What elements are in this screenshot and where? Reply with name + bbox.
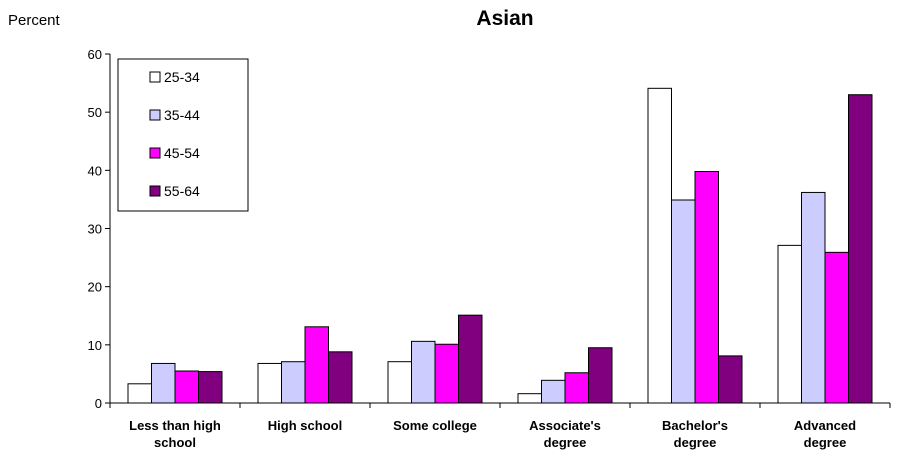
y-tick-label: 10 [88,338,102,353]
x-category-label: Some college [393,418,477,433]
bar-25-34 [387,361,412,404]
bar-55-64 [328,351,353,404]
bar-55-64 [198,371,223,404]
x-category-label: Advanced degree [794,418,856,450]
x-category-label: Bachelor's degree [662,418,728,450]
bar-35-44 [281,361,306,404]
y-tick-label: 20 [88,280,102,295]
bar-25-34 [517,393,542,404]
bars-group [127,87,873,404]
y-tick-label: 60 [88,47,102,62]
bar-35-44 [541,379,566,404]
legend-swatch [149,185,161,197]
x-ticks-group: Less than high school High school Some coll… [109,403,891,450]
bar-55-64 [588,347,613,404]
x-category-label: Associate's degree [529,418,601,450]
legend-label: 35-44 [164,107,200,123]
bar-55-64 [848,94,873,404]
bar-45-54 [824,251,849,404]
bar-35-44 [151,362,176,404]
bar-55-64 [458,314,483,404]
legend-label: 45-54 [164,145,200,161]
y-tick-label: 40 [88,163,102,178]
bar-35-44 [671,199,696,404]
bar-25-34 [127,383,152,404]
bar-25-34 [257,362,282,404]
y-ticks-group: 0 10 20 30 40 50 60 [88,47,110,411]
legend-box [117,58,249,212]
x-category-label: High school [268,418,342,433]
y-tick-label: 50 [88,105,102,120]
legend-swatch [149,109,161,121]
legend-swatch [149,147,161,159]
legend-label: 55-64 [164,183,200,199]
bar-25-34 [647,87,672,404]
bar-45-54 [694,170,719,404]
y-axis-label: Percent [8,12,61,29]
bar-45-54 [434,343,459,404]
bar-45-54 [174,370,199,404]
bar-55-64 [718,355,743,404]
x-category-label: Less than high school [129,418,221,450]
bar-45-54 [564,372,589,404]
chart-title: Asian [476,7,533,30]
bar-25-34 [777,244,802,404]
bar-35-44 [801,191,826,404]
legend-label: 25-34 [164,69,200,85]
y-tick-label: 0 [95,396,102,411]
bar-35-44 [411,340,436,404]
bar-45-54 [304,326,329,404]
y-tick-label: 30 [88,222,102,237]
legend-swatch [149,71,161,83]
legend: 25-34 35-44 45-54 55-64 [117,58,249,212]
